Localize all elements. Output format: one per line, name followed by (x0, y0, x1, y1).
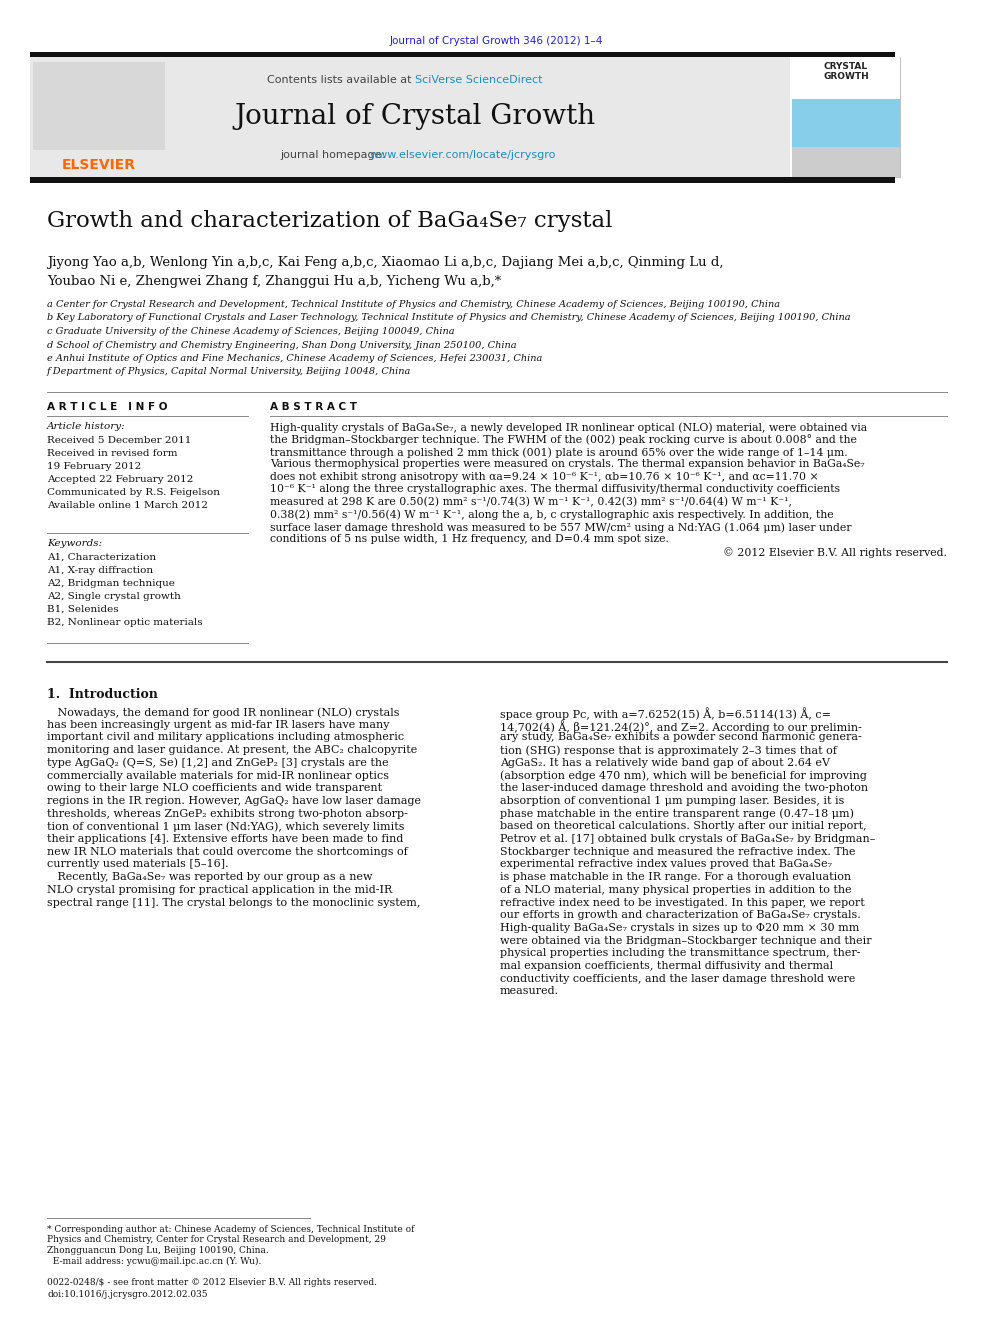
Bar (30, 57, 790, 177)
Text: A B S T R A C T: A B S T R A C T (270, 402, 357, 411)
Text: monitoring and laser guidance. At present, the ABC₂ chalcopyrite: monitoring and laser guidance. At presen… (47, 745, 418, 755)
Text: a Center for Crystal Research and Development, Technical Institute of Physics an: a Center for Crystal Research and Develo… (47, 300, 780, 310)
Text: tion of conventional 1 μm laser (Nd:YAG), which severely limits: tion of conventional 1 μm laser (Nd:YAG)… (47, 822, 405, 832)
Text: absorption of conventional 1 μm pumping laser. Besides, it is: absorption of conventional 1 μm pumping … (500, 796, 844, 806)
Text: High-quality BaGa₄Se₇ crystals in sizes up to Φ20 mm × 30 mm: High-quality BaGa₄Se₇ crystals in sizes … (500, 923, 859, 933)
Text: AgGaS₂. It has a relatively wide band gap of about 2.64 eV: AgGaS₂. It has a relatively wide band ga… (500, 758, 830, 767)
Text: (absorption edge 470 nm), which will be beneficial for improving: (absorption edge 470 nm), which will be … (500, 770, 867, 781)
Text: our efforts in growth and characterization of BaGa₄Se₇ crystals.: our efforts in growth and characterizati… (500, 910, 861, 921)
Bar (30, 57, 170, 177)
Text: Keywords:: Keywords: (47, 538, 102, 548)
Text: the laser-induced damage threshold and avoiding the two-photon: the laser-induced damage threshold and a… (500, 783, 868, 794)
Text: based on theoretical calculations. Shortly after our initial report,: based on theoretical calculations. Short… (500, 822, 867, 831)
Text: their applications [4]. Extensive efforts have been made to find: their applications [4]. Extensive effort… (47, 833, 404, 844)
Text: phase matchable in the entire transparent range (0.47–18 μm): phase matchable in the entire transparen… (500, 808, 854, 819)
Text: Journal of Crystal Growth 346 (2012) 1–4: Journal of Crystal Growth 346 (2012) 1–4 (389, 36, 603, 46)
Text: d School of Chemistry and Chemistry Engineering, Shan Dong University, Jinan 250: d School of Chemistry and Chemistry Engi… (47, 340, 517, 349)
Text: 19 February 2012: 19 February 2012 (47, 462, 141, 471)
Text: Contents lists available at: Contents lists available at (267, 75, 415, 85)
Text: © 2012 Elsevier B.V. All rights reserved.: © 2012 Elsevier B.V. All rights reserved… (723, 546, 947, 558)
Text: 0.38(2) mm² s⁻¹/0.56(4) W m⁻¹ K⁻¹, along the a, b, c crystallographic axis respe: 0.38(2) mm² s⁻¹/0.56(4) W m⁻¹ K⁻¹, along… (270, 509, 833, 520)
Text: currently used materials [5–16].: currently used materials [5–16]. (47, 860, 228, 869)
Text: Youbao Ni e, Zhengwei Zhang f, Zhanggui Hu a,b, Yicheng Wu a,b,*: Youbao Ni e, Zhengwei Zhang f, Zhanggui … (47, 275, 501, 288)
Text: 1.  Introduction: 1. Introduction (47, 688, 158, 701)
Text: owing to their large NLO coefficients and wide transparent: owing to their large NLO coefficients an… (47, 783, 382, 794)
Text: A2, Bridgman technique: A2, Bridgman technique (47, 579, 175, 587)
Text: Received in revised form: Received in revised form (47, 448, 178, 458)
Text: Accepted 22 February 2012: Accepted 22 February 2012 (47, 475, 193, 484)
Bar (792, 99, 900, 147)
Text: Physics and Chemistry, Center for Crystal Research and Development, 29: Physics and Chemistry, Center for Crysta… (47, 1236, 386, 1245)
Text: e Anhui Institute of Optics and Fine Mechanics, Chinese Academy of Sciences, Hef: e Anhui Institute of Optics and Fine Mec… (47, 355, 543, 363)
Text: tion (SHG) response that is approximately 2–3 times that of: tion (SHG) response that is approximatel… (500, 745, 837, 755)
Text: SciVerse ScienceDirect: SciVerse ScienceDirect (415, 75, 543, 85)
Text: www.elsevier.com/locate/jcrysgro: www.elsevier.com/locate/jcrysgro (370, 149, 557, 160)
Text: type AgGaQ₂ (Q=S, Se) [1,2] and ZnGeP₂ [3] crystals are the: type AgGaQ₂ (Q=S, Se) [1,2] and ZnGeP₂ [… (47, 758, 389, 769)
Text: NLO crystal promising for practical application in the mid-IR: NLO crystal promising for practical appl… (47, 885, 392, 894)
Text: commercially available materials for mid-IR nonlinear optics: commercially available materials for mid… (47, 770, 389, 781)
Text: b Key Laboratory of Functional Crystals and Laser Technology, Technical Institut: b Key Laboratory of Functional Crystals … (47, 314, 850, 323)
Text: Journal of Crystal Growth: Journal of Crystal Growth (234, 103, 595, 130)
Text: A1, X-ray diffraction: A1, X-ray diffraction (47, 566, 153, 576)
Text: 10⁻⁶ K⁻¹ along the three crystallographic axes. The thermal diffusivity/thermal : 10⁻⁶ K⁻¹ along the three crystallographi… (270, 484, 840, 495)
Text: High-quality crystals of BaGa₄Se₇, a newly developed IR nonlinear optical (NLO) : High-quality crystals of BaGa₄Se₇, a new… (270, 422, 867, 433)
Text: A1, Characterization: A1, Characterization (47, 553, 156, 562)
Text: conditions of 5 ns pulse width, 1 Hz frequency, and D=0.4 mm spot size.: conditions of 5 ns pulse width, 1 Hz fre… (270, 534, 669, 545)
Text: measured at 298 K are 0.50(2) mm² s⁻¹/0.74(3) W m⁻¹ K⁻¹, 0.42(3) mm² s⁻¹/0.64(4): measured at 298 K are 0.50(2) mm² s⁻¹/0.… (270, 497, 792, 507)
Text: of a NLO material, many physical properties in addition to the: of a NLO material, many physical propert… (500, 885, 851, 894)
Text: 0022-0248/$ - see front matter © 2012 Elsevier B.V. All rights reserved.: 0022-0248/$ - see front matter © 2012 El… (47, 1278, 377, 1287)
Text: Growth and characterization of BaGa₄Se₇ crystal: Growth and characterization of BaGa₄Se₇ … (47, 210, 612, 232)
Text: c Graduate University of the Chinese Academy of Sciences, Beijing 100049, China: c Graduate University of the Chinese Aca… (47, 327, 454, 336)
Text: surface laser damage threshold was measured to be 557 MW/cm² using a Nd:YAG (1.0: surface laser damage threshold was measu… (270, 523, 851, 533)
Text: 14,702(4) Å, β=121.24(2)°, and Z=2. According to our prelimin-: 14,702(4) Å, β=121.24(2)°, and Z=2. Acco… (500, 720, 862, 733)
Text: f Department of Physics, Capital Normal University, Beijing 10048, China: f Department of Physics, Capital Normal … (47, 368, 412, 377)
Bar (792, 57, 900, 99)
Text: B1, Selenides: B1, Selenides (47, 605, 119, 614)
Text: doi:10.1016/j.jcrysgro.2012.02.035: doi:10.1016/j.jcrysgro.2012.02.035 (47, 1290, 207, 1299)
Text: Available online 1 March 2012: Available online 1 March 2012 (47, 501, 208, 509)
Bar (792, 57, 900, 177)
Text: measured.: measured. (500, 987, 559, 996)
Text: A R T I C L E   I N F O: A R T I C L E I N F O (47, 402, 168, 411)
Text: journal homepage:: journal homepage: (280, 149, 389, 160)
Text: space group Pc, with a=7.6252(15) Å, b=6.5114(13) Å, c=: space group Pc, with a=7.6252(15) Å, b=6… (500, 706, 831, 720)
Text: Stockbarger technique and measured the refractive index. The: Stockbarger technique and measured the r… (500, 847, 855, 857)
Text: experimental refractive index values proved that BaGa₄Se₇: experimental refractive index values pro… (500, 860, 832, 869)
Text: the Bridgman–Stockbarger technique. The FWHM of the (002) peak rocking curve is : the Bridgman–Stockbarger technique. The … (270, 434, 857, 446)
Text: E-mail address: ycwu@mail.ipc.ac.cn (Y. Wu).: E-mail address: ycwu@mail.ipc.ac.cn (Y. … (47, 1257, 261, 1266)
Text: ary study, BaGa₄Se₇ exhibits a powder second harmonic genera-: ary study, BaGa₄Se₇ exhibits a powder se… (500, 733, 862, 742)
Bar (30, 52, 895, 57)
Text: * Corresponding author at: Chinese Academy of Sciences, Technical Institute of: * Corresponding author at: Chinese Acade… (47, 1225, 415, 1234)
Text: Jiyong Yao a,b, Wenlong Yin a,b,c, Kai Feng a,b,c, Xiaomao Li a,b,c, Dajiang Mei: Jiyong Yao a,b, Wenlong Yin a,b,c, Kai F… (47, 255, 723, 269)
Text: mal expansion coefficients, thermal diffusivity and thermal: mal expansion coefficients, thermal diff… (500, 960, 833, 971)
Text: new IR NLO materials that could overcome the shortcomings of: new IR NLO materials that could overcome… (47, 847, 408, 857)
Text: Zhongguancun Dong Lu, Beijing 100190, China.: Zhongguancun Dong Lu, Beijing 100190, Ch… (47, 1246, 269, 1256)
Bar (792, 147, 900, 177)
Bar (33, 62, 165, 149)
Text: does not exhibit strong anisotropy with αa=9.24 × 10⁻⁶ K⁻¹, αb=10.76 × 10⁻⁶ K⁻¹,: does not exhibit strong anisotropy with … (270, 472, 818, 482)
Text: has been increasingly urgent as mid-far IR lasers have many: has been increasingly urgent as mid-far … (47, 720, 390, 730)
Text: spectral range [11]. The crystal belongs to the monoclinic system,: spectral range [11]. The crystal belongs… (47, 897, 421, 908)
Text: CRYSTAL
GROWTH: CRYSTAL GROWTH (823, 62, 869, 82)
Text: Various thermophysical properties were measured on crystals. The thermal expansi: Various thermophysical properties were m… (270, 459, 865, 470)
Text: ELSEVIER: ELSEVIER (62, 157, 136, 172)
Text: Petrov et al. [17] obtained bulk crystals of BaGa₄Se₇ by Bridgman–: Petrov et al. [17] obtained bulk crystal… (500, 833, 875, 844)
Text: Article history:: Article history: (47, 422, 126, 431)
Text: Nowadays, the demand for good IR nonlinear (NLO) crystals: Nowadays, the demand for good IR nonline… (47, 706, 400, 717)
Text: regions in the IR region. However, AgGaQ₂ have low laser damage: regions in the IR region. However, AgGaQ… (47, 796, 421, 806)
Text: B2, Nonlinear optic materials: B2, Nonlinear optic materials (47, 618, 202, 627)
Text: Communicated by R.S. Feigelson: Communicated by R.S. Feigelson (47, 488, 220, 497)
Text: Recently, BaGa₄Se₇ was reported by our group as a new: Recently, BaGa₄Se₇ was reported by our g… (47, 872, 373, 882)
Bar (30, 177, 895, 183)
Text: physical properties including the transmittance spectrum, ther-: physical properties including the transm… (500, 949, 860, 958)
Text: Received 5 December 2011: Received 5 December 2011 (47, 437, 191, 445)
Text: thresholds, whereas ZnGeP₂ exhibits strong two-photon absorp-: thresholds, whereas ZnGeP₂ exhibits stro… (47, 808, 408, 819)
Text: refractive index need to be investigated. In this paper, we report: refractive index need to be investigated… (500, 897, 865, 908)
Text: transmittance through a polished 2 mm thick (001) plate is around 65% over the w: transmittance through a polished 2 mm th… (270, 447, 847, 458)
Text: is phase matchable in the IR range. For a thorough evaluation: is phase matchable in the IR range. For … (500, 872, 851, 882)
Text: A2, Single crystal growth: A2, Single crystal growth (47, 591, 181, 601)
Text: important civil and military applications including atmospheric: important civil and military application… (47, 733, 404, 742)
Text: were obtained via the Bridgman–Stockbarger technique and their: were obtained via the Bridgman–Stockbarg… (500, 935, 872, 946)
Text: conductivity coefficients, and the laser damage threshold were: conductivity coefficients, and the laser… (500, 974, 855, 984)
